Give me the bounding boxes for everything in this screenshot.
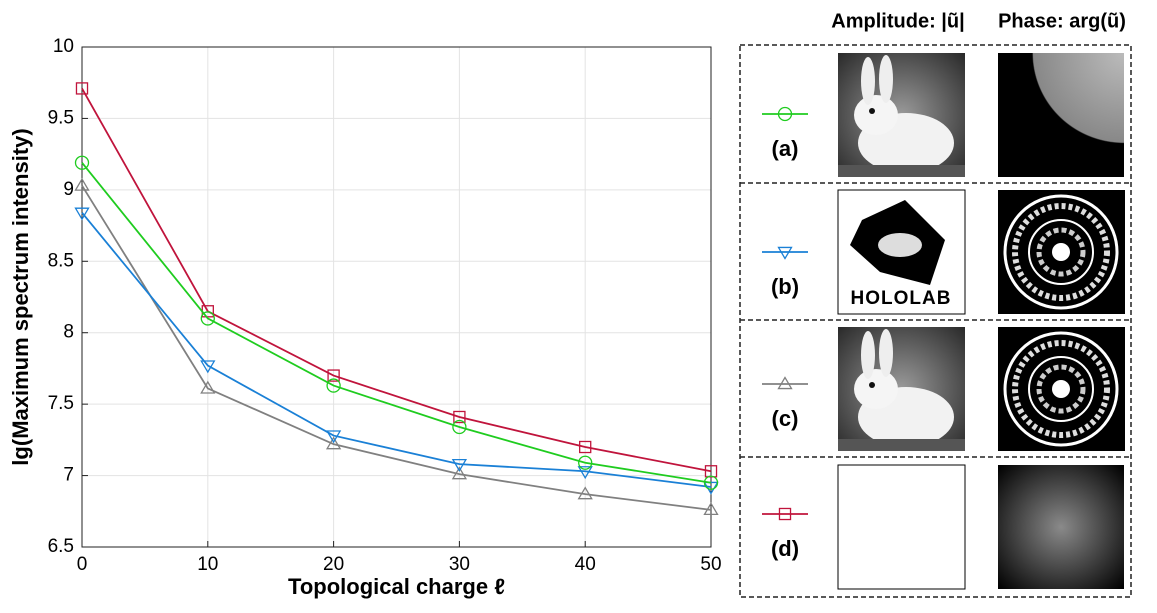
y-tick-label: 8 (63, 322, 74, 343)
marker (74, 155, 90, 170)
marker (777, 106, 793, 122)
marker (578, 455, 593, 470)
phase-image (998, 53, 1124, 177)
y-axis-label: lg(Maximum spectrum intensity) (8, 128, 33, 465)
plot-area (82, 47, 711, 547)
marker (777, 376, 793, 390)
series-line (81, 185, 712, 511)
marker (200, 311, 215, 326)
column-header: Phase: arg(ũ) (998, 10, 1126, 32)
image-text: HOLOLAB (851, 288, 952, 309)
marker (325, 430, 342, 444)
legend-panel: Amplitude: |ũ| Phase: arg(ũ) HOLOLAB (739, 10, 1132, 598)
y-tick-label: 9.5 (48, 107, 74, 128)
series-line (81, 162, 712, 484)
x-tick-label: 0 (77, 554, 88, 575)
marker (327, 369, 340, 382)
marker (451, 466, 468, 480)
marker (453, 410, 466, 424)
marker (703, 502, 719, 516)
y-tick-label: 6.5 (48, 536, 74, 557)
amplitude-image (838, 327, 965, 451)
x-tick-label: 10 (197, 554, 218, 575)
y-tick-label: 10 (53, 36, 74, 57)
legend-label: (d) (771, 536, 799, 561)
x-tick-label: 40 (575, 554, 596, 575)
phase-image (998, 327, 1125, 451)
marker (326, 378, 341, 393)
marker (777, 246, 793, 260)
marker (579, 440, 592, 454)
marker (778, 507, 792, 521)
marker (75, 82, 89, 95)
amplitude-image (837, 464, 966, 590)
column-header: Amplitude: |ũ| (831, 10, 964, 32)
marker (74, 177, 90, 191)
axes-frame (81, 46, 712, 548)
marker (577, 486, 593, 500)
x-axis-label: Topological charge ℓ (288, 574, 505, 599)
legend-label: (a) (772, 136, 799, 161)
marker (451, 458, 468, 472)
marker (577, 466, 593, 480)
series-line (81, 87, 712, 473)
marker (200, 360, 216, 374)
marker (74, 207, 90, 221)
x-tick-label: 50 (700, 554, 721, 575)
amplitude-image (838, 53, 965, 177)
legend-label: (b) (771, 274, 799, 299)
phase-image (998, 465, 1124, 589)
phase-image (998, 190, 1125, 314)
x-tick-label: 30 (449, 554, 470, 575)
y-tick-label: 7 (63, 465, 74, 486)
y-tick-label: 8.5 (48, 250, 74, 271)
marker (200, 380, 216, 394)
amplitude-image: HOLOLAB (837, 189, 966, 315)
y-tick-label: 9 (63, 179, 74, 200)
y-tick-label: 7.5 (48, 393, 74, 414)
marker (452, 419, 467, 435)
x-tick-label: 20 (323, 554, 344, 575)
marker (703, 475, 719, 490)
marker (325, 436, 342, 450)
series-line (81, 212, 712, 488)
legend-label: (c) (772, 406, 799, 431)
